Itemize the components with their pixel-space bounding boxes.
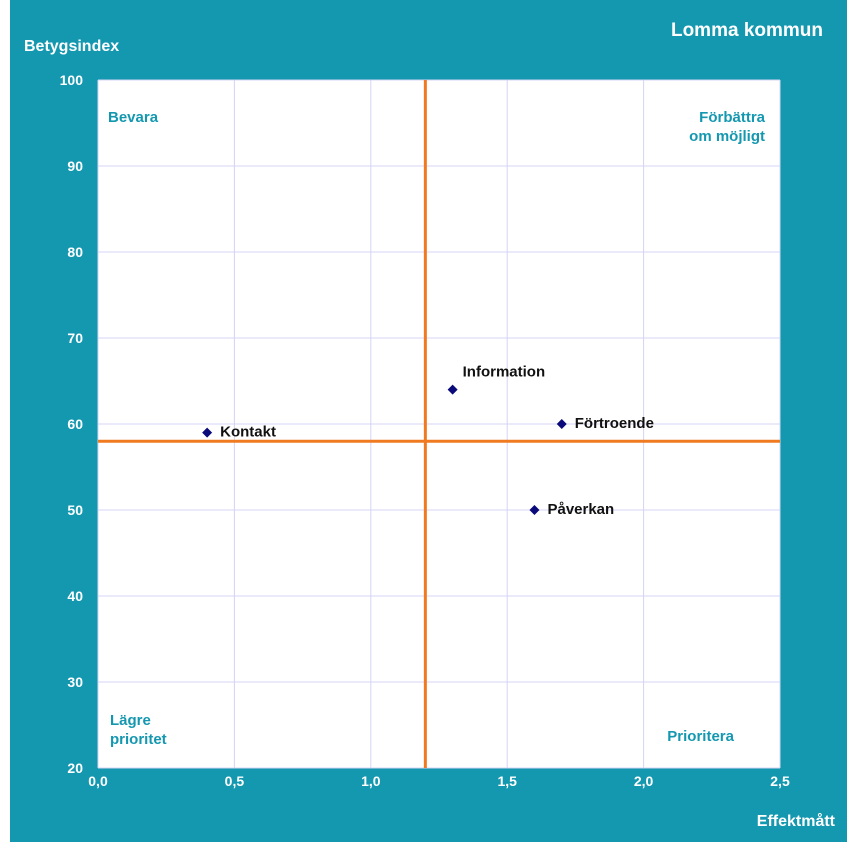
data-point-label: Påverkan xyxy=(547,501,614,518)
grid-lines xyxy=(97,79,781,769)
y-tick-label: 60 xyxy=(67,416,83,432)
data-point-marker xyxy=(556,419,567,429)
x-tick-label: 0,0 xyxy=(88,773,108,789)
quadrant-label-top-left: Bevara xyxy=(108,109,159,126)
reference-lines xyxy=(98,80,780,768)
y-tick-label: 80 xyxy=(67,244,83,260)
quadrant-label-top-right: Förbättra xyxy=(699,109,765,126)
y-tick-label: 70 xyxy=(67,330,83,346)
x-tick-label: 0,5 xyxy=(225,773,245,789)
data-point-label: Förtroende xyxy=(575,415,654,432)
chart-title: Lomma kommun xyxy=(671,20,823,41)
y-tick-label: 50 xyxy=(67,502,83,518)
data-point-label: Information xyxy=(463,364,546,381)
quadrant-label-bottom-right: Prioritera xyxy=(667,728,734,745)
quadrant-labels: Bevara Förbättra om möjligt Lägre prioritet P… xyxy=(108,109,766,748)
y-tick-label: 90 xyxy=(67,158,83,174)
y-tick-label: 100 xyxy=(60,72,84,88)
x-tick-label: 1,0 xyxy=(361,773,381,789)
y-tick-label: 30 xyxy=(67,674,83,690)
x-axis-label: Effektmått xyxy=(757,812,836,830)
x-tick-label: 1,5 xyxy=(497,773,517,789)
data-point-label: Kontakt xyxy=(220,424,276,441)
y-tick-label: 40 xyxy=(67,588,83,604)
y-axis-label: Betygsindex xyxy=(24,38,119,55)
data-point-marker xyxy=(529,505,540,515)
quadrant-label-top-right: om möjligt xyxy=(689,128,765,145)
data-point-marker xyxy=(202,427,213,438)
data-point-marker xyxy=(447,384,458,395)
tick-labels: 0,0 0,5 1,0 1,5 2,0 2,5 20 30 40 50 60 70 80 90 100 xyxy=(60,72,790,789)
x-tick-label: 2,5 xyxy=(770,773,790,789)
quadrant-label-bottom-left: Lägre xyxy=(110,712,151,729)
y-tick-label: 20 xyxy=(67,760,83,776)
x-tick-label: 2,0 xyxy=(634,773,654,789)
data-points: Kontakt Information Förtroende Påverkan xyxy=(202,364,654,518)
quadrant-label-bottom-left: prioritet xyxy=(110,731,167,748)
